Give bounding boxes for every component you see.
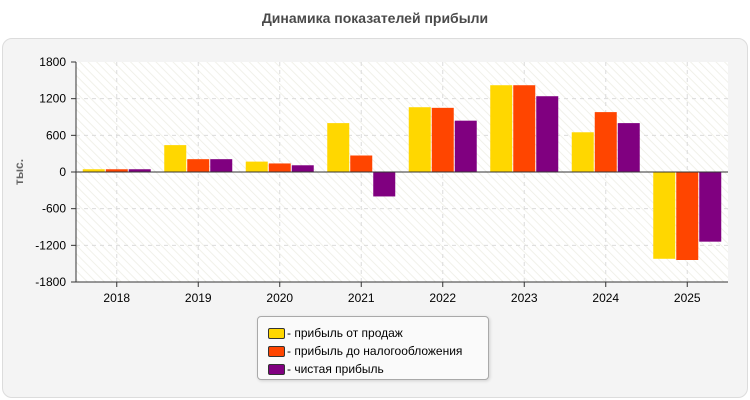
- bar: [653, 172, 676, 259]
- bar: [210, 159, 233, 172]
- bar: [454, 120, 477, 172]
- legend-item: - прибыль до налогообложения: [258, 342, 488, 360]
- bar: [164, 145, 187, 172]
- bar: [571, 132, 594, 172]
- legend-swatch: [268, 327, 285, 339]
- bar: [617, 123, 640, 172]
- bar: [245, 161, 268, 172]
- y-axis-label: тыс.: [12, 159, 26, 185]
- axes: [71, 61, 728, 287]
- bar: [431, 107, 454, 172]
- legend-item: - чистая прибыль: [258, 360, 488, 378]
- bar: [187, 159, 210, 172]
- x-tick-label: 2023: [511, 291, 538, 305]
- bars: [82, 85, 722, 260]
- bar: [268, 163, 291, 172]
- x-tick-label: 2021: [348, 291, 375, 305]
- bar: [699, 172, 722, 242]
- x-tick-label: 2018: [103, 291, 130, 305]
- bar: [128, 169, 151, 172]
- y-tick-label: 600: [46, 128, 66, 142]
- x-tick-label: 2025: [674, 291, 701, 305]
- legend-swatch: [268, 363, 285, 375]
- bar: [327, 123, 350, 172]
- x-tick-labels: 2018 2019 2020 2021 2022 2023 2024 2025: [103, 291, 701, 305]
- x-tick-label: 2022: [429, 291, 456, 305]
- bar: [513, 85, 536, 172]
- y-tick-label: -1800: [35, 275, 66, 289]
- bar: [105, 169, 128, 172]
- bar: [350, 155, 373, 172]
- bar: [536, 96, 559, 172]
- y-tick-label: -1200: [35, 238, 66, 252]
- y-tick-label: 0: [59, 165, 66, 179]
- bar: [82, 169, 105, 172]
- x-tick-label: 2020: [266, 291, 293, 305]
- legend-swatch: [268, 345, 285, 357]
- legend: - прибыль от продаж - прибыль до налогоо…: [257, 316, 489, 380]
- y-tick-label: -600: [42, 202, 66, 216]
- y-tick-labels: 1800 1200 600 0 -600 -1200 -1800: [35, 55, 66, 289]
- x-tick-label: 2019: [185, 291, 212, 305]
- y-tick-label: 1800: [39, 55, 66, 69]
- bar: [408, 107, 431, 172]
- legend-item: - прибыль от продаж: [258, 324, 488, 342]
- x-tick-label: 2024: [592, 291, 619, 305]
- legend-label: - прибыль до налогообложения: [287, 344, 463, 358]
- legend-label: - прибыль от продаж: [287, 326, 403, 340]
- y-tick-label: 1200: [39, 92, 66, 106]
- chart-title: Динамика показателей прибыли: [261, 10, 489, 26]
- bar: [490, 85, 513, 172]
- bar: [373, 172, 396, 197]
- bar: [291, 165, 314, 172]
- bar: [676, 172, 699, 260]
- bar: [594, 112, 617, 172]
- legend-label: - чистая прибыль: [287, 362, 384, 376]
